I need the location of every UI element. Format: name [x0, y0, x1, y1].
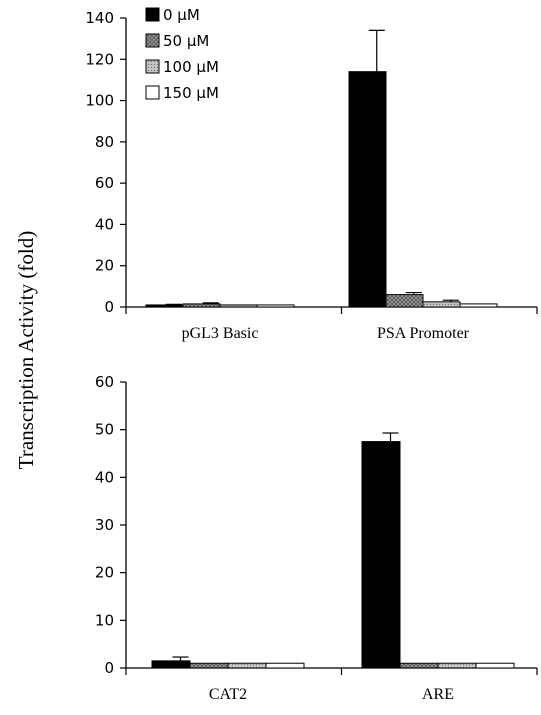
category-label: pGL3 Basic — [182, 325, 259, 342]
legend-label: 50 μM — [163, 32, 209, 50]
bar — [348, 71, 387, 308]
y-tick-label: 80 — [95, 133, 114, 151]
bar — [227, 662, 267, 669]
category-label: PSA Promoter — [377, 325, 470, 342]
bar — [437, 662, 477, 669]
legend-swatch — [145, 59, 160, 74]
y-tick-label: 50 — [95, 421, 114, 439]
bar — [265, 662, 305, 669]
y-tick-label: 40 — [95, 215, 114, 233]
y-axis-label: Transcription Activity (fold) — [14, 231, 38, 469]
bar — [256, 304, 295, 308]
bar — [145, 304, 184, 308]
bar — [151, 660, 191, 669]
y-tick-label: 60 — [95, 174, 114, 192]
y-tick-label: 20 — [95, 564, 114, 582]
legend-swatch — [145, 33, 160, 48]
bar — [422, 301, 461, 308]
legend-label: 100 μM — [163, 58, 219, 76]
bar — [399, 662, 439, 669]
y-tick-label: 10 — [95, 611, 114, 629]
chart-top: 0 20 40 60 80 100 120 140 pGL3 Basic PSA Promoter — [85, 9, 538, 342]
bar — [219, 304, 258, 308]
legend-swatch — [145, 7, 160, 22]
y-tick-label: 0 — [104, 659, 114, 677]
legend-label: 0 μM — [163, 6, 200, 24]
bar — [475, 662, 515, 669]
bar — [361, 441, 401, 669]
y-tick-label: 100 — [85, 92, 114, 110]
y-tick-label: 30 — [95, 516, 114, 534]
y-tick-label: 40 — [95, 468, 114, 486]
legend-swatch — [145, 85, 160, 100]
category-label: CAT2 — [209, 686, 247, 703]
y-tick-label: 140 — [85, 9, 114, 27]
legend: 0 μM 50 μM 100 μM 150 μM — [145, 6, 219, 102]
y-tick-label: 60 — [95, 373, 114, 391]
y-tick-label: 0 — [104, 298, 114, 316]
bar — [189, 662, 229, 669]
bar — [459, 303, 498, 308]
legend-label: 150 μM — [163, 84, 219, 102]
category-label: ARE — [422, 686, 454, 703]
chart-bottom: 0 10 20 30 40 50 60 CAT2 ARE — [95, 373, 538, 703]
y-tick-label: 120 — [85, 50, 114, 68]
y-tick-label: 20 — [95, 257, 114, 275]
bar — [385, 294, 424, 308]
bar — [182, 303, 221, 308]
